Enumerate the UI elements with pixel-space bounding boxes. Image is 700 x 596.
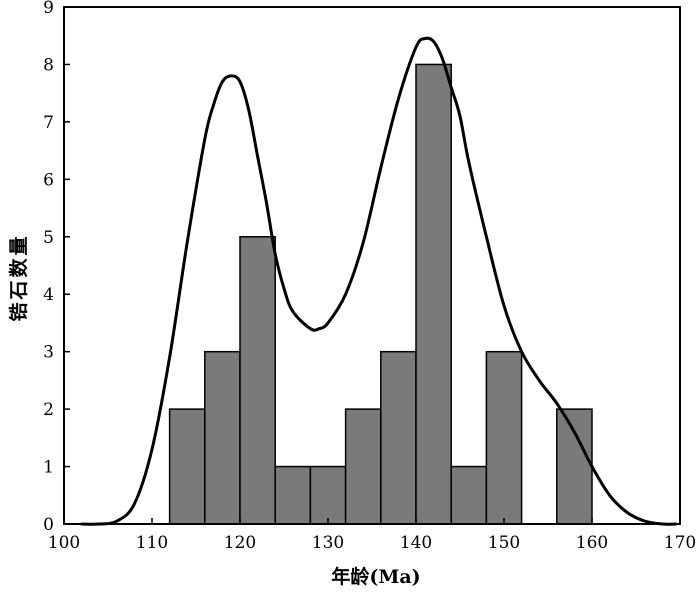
histogram-bar-112-116 (168, 408, 206, 525)
histogram-bar-128-132 (309, 465, 347, 525)
ticks-layer: 100 110 120 130 140 150 160 170 0 1 2 3 4 5 6 7 8 9 (43, 0, 696, 553)
y-tick-label: 8 (43, 55, 54, 75)
x-tick-label: 110 (136, 533, 168, 553)
density-curve (80, 36, 678, 526)
bars-layer (168, 63, 593, 525)
y-tick-label: 5 (43, 228, 54, 248)
y-axis-title: 锆石数量 (7, 233, 30, 321)
y-tick-label: 7 (43, 113, 54, 133)
x-axis-title: 年龄(Ma) (331, 565, 420, 588)
y-tick-label: 6 (43, 170, 54, 190)
y-tick-label: 2 (43, 400, 54, 420)
curve-layer (80, 36, 678, 526)
plot-frame (63, 6, 681, 525)
histogram-bar-124-128 (274, 465, 312, 525)
x-tick-label: 130 (312, 533, 344, 553)
x-tick-label: 120 (224, 533, 256, 553)
y-tick-label: 3 (43, 343, 54, 363)
x-tick-label: 170 (664, 533, 696, 553)
histogram-bar-156-160 (556, 408, 593, 525)
x-tick-label: 140 (400, 533, 432, 553)
histogram-bar-120-124 (239, 236, 276, 525)
histogram-bar-132-136 (344, 408, 382, 525)
x-tick-label: 160 (576, 533, 608, 553)
y-tick-label: 1 (43, 458, 54, 478)
y-tick-label: 4 (43, 285, 54, 305)
y-tick-label: 9 (43, 0, 54, 18)
histogram-bar-144-148 (450, 465, 488, 525)
x-tick-label: 150 (488, 533, 520, 553)
y-tick-label: 0 (43, 515, 54, 535)
histogram-bar-148-152 (485, 350, 523, 525)
histogram-bar-116-120 (204, 350, 241, 525)
histogram-bar-136-140 (380, 350, 417, 525)
x-tick-label: 100 (48, 533, 80, 553)
histogram-bar-140-144 (415, 63, 452, 525)
